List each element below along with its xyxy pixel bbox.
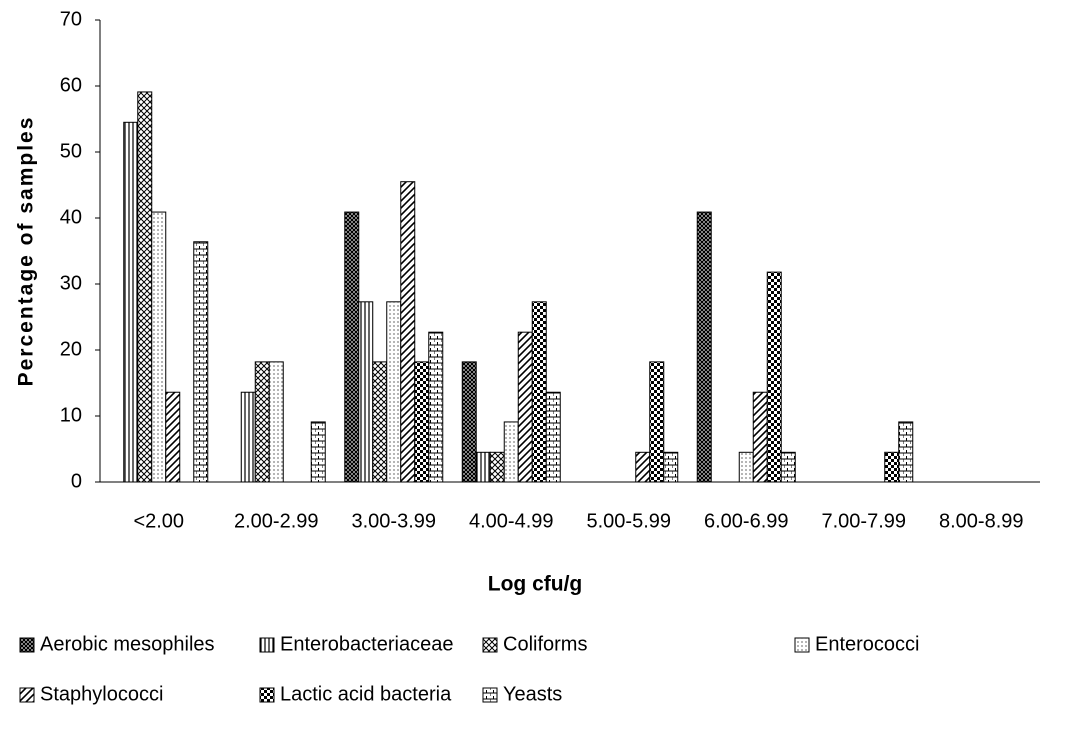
bar xyxy=(531,301,547,483)
bar xyxy=(738,451,754,483)
legend-label: Enterococci xyxy=(815,633,920,655)
bar xyxy=(400,181,416,483)
bar xyxy=(663,451,679,483)
legend-swatch xyxy=(794,637,810,653)
bar xyxy=(344,211,360,483)
bar xyxy=(696,211,712,483)
legend-swatch xyxy=(259,637,275,653)
bar xyxy=(766,271,782,483)
bar xyxy=(898,421,914,483)
bar xyxy=(517,331,533,483)
y-tick-label: 60 xyxy=(60,74,82,96)
legend-swatch xyxy=(19,687,35,703)
y-tick-label: 0 xyxy=(71,470,82,492)
legend-label: Aerobic mesophiles xyxy=(40,633,215,655)
x-tick-label: 5.00-5.99 xyxy=(586,510,671,532)
bar xyxy=(649,361,665,483)
bar xyxy=(372,361,388,483)
bar xyxy=(151,211,167,483)
legend-swatch xyxy=(19,637,35,653)
y-tick-label: 70 xyxy=(60,8,82,30)
bar xyxy=(489,451,505,483)
bar xyxy=(358,301,374,483)
bar xyxy=(386,301,402,483)
bar xyxy=(165,391,181,483)
y-tick-label: 40 xyxy=(60,206,82,228)
y-axis-label: Percentage of samples xyxy=(15,116,38,387)
bar xyxy=(414,361,430,483)
legend-label: Coliforms xyxy=(503,633,587,655)
legend-swatch xyxy=(259,687,275,703)
y-tick-label: 20 xyxy=(60,338,82,360)
bar xyxy=(254,361,270,483)
bar xyxy=(123,121,139,483)
bar xyxy=(780,451,796,483)
bar xyxy=(475,451,491,483)
x-axis-label: Log cfu/g xyxy=(488,573,582,596)
bar xyxy=(503,421,519,483)
bar xyxy=(137,91,153,483)
legend-label: Yeasts xyxy=(503,683,562,705)
bar xyxy=(461,361,477,483)
legend-label: Staphylococci xyxy=(40,683,163,705)
x-tick-label: 2.00-2.99 xyxy=(234,510,319,532)
x-tick-label: 4.00-4.99 xyxy=(469,510,554,532)
bar xyxy=(193,241,209,483)
bar xyxy=(884,451,900,483)
bar xyxy=(752,391,768,483)
bar xyxy=(428,331,444,483)
bar xyxy=(310,421,326,483)
x-tick-label: 8.00-8.99 xyxy=(939,510,1024,532)
legend-label: Enterobacteriaceae xyxy=(280,633,453,655)
x-tick-label: 7.00-7.99 xyxy=(821,510,906,532)
x-tick-label: 6.00-6.99 xyxy=(704,510,789,532)
bar xyxy=(240,391,256,483)
x-tick-label: 3.00-3.99 xyxy=(351,510,436,532)
bar xyxy=(268,361,284,483)
x-tick-label: <2.00 xyxy=(133,510,184,532)
legend-swatch xyxy=(482,687,498,703)
y-tick-label: 10 xyxy=(60,404,82,426)
legend-swatch xyxy=(482,637,498,653)
legend-label: Lactic acid bacteria xyxy=(280,683,452,705)
y-tick-label: 50 xyxy=(60,140,82,162)
y-tick-label: 30 xyxy=(60,272,82,294)
bar xyxy=(635,451,651,483)
bar xyxy=(545,391,561,483)
